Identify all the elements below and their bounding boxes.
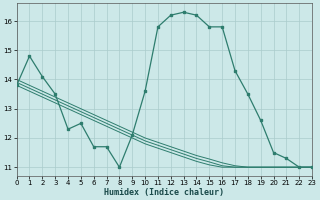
X-axis label: Humidex (Indice chaleur): Humidex (Indice chaleur) [104, 188, 224, 197]
